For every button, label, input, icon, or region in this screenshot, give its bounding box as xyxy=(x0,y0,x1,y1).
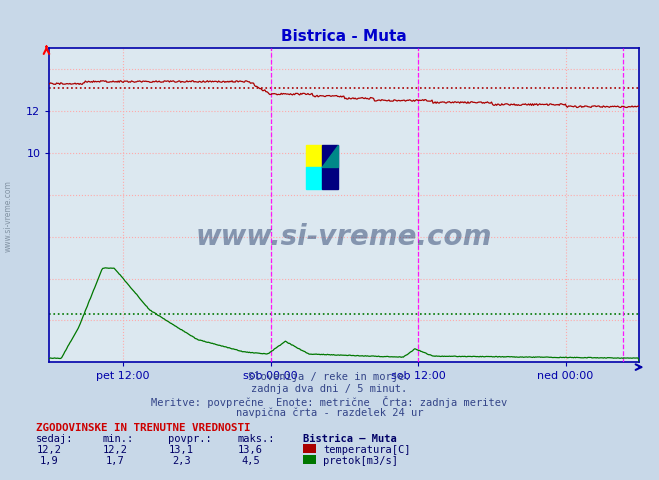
Text: 12,2: 12,2 xyxy=(103,445,128,456)
Text: navpična črta - razdelek 24 ur: navpična črta - razdelek 24 ur xyxy=(236,408,423,419)
Text: 1,7: 1,7 xyxy=(106,456,125,466)
Title: Bistrica - Muta: Bistrica - Muta xyxy=(281,29,407,44)
Bar xyxy=(306,168,322,190)
Text: temperatura[C]: temperatura[C] xyxy=(323,445,411,456)
Text: 1,9: 1,9 xyxy=(40,456,59,466)
Polygon shape xyxy=(322,145,339,168)
Text: 2,3: 2,3 xyxy=(172,456,190,466)
Text: Bistrica – Muta: Bistrica – Muta xyxy=(303,434,397,444)
Text: 4,5: 4,5 xyxy=(241,456,260,466)
Text: 13,6: 13,6 xyxy=(238,445,263,456)
Text: pretok[m3/s]: pretok[m3/s] xyxy=(323,456,398,466)
Text: ZGODOVINSKE IN TRENUTNE VREDNOSTI: ZGODOVINSKE IN TRENUTNE VREDNOSTI xyxy=(36,423,250,433)
Text: zadnja dva dni / 5 minut.: zadnja dva dni / 5 minut. xyxy=(251,384,408,394)
Text: maks.:: maks.: xyxy=(237,434,275,444)
Text: 12,2: 12,2 xyxy=(37,445,62,456)
Text: Slovenija / reke in morje.: Slovenija / reke in morje. xyxy=(248,372,411,382)
Text: Meritve: povprečne  Enote: metrične  Črta: zadnja meritev: Meritve: povprečne Enote: metrične Črta:… xyxy=(152,396,507,408)
Bar xyxy=(306,145,322,168)
Text: sedaj:: sedaj: xyxy=(36,434,74,444)
Text: www.si-vreme.com: www.si-vreme.com xyxy=(4,180,13,252)
Text: 13,1: 13,1 xyxy=(169,445,194,456)
Text: min.:: min.: xyxy=(102,434,133,444)
Text: povpr.:: povpr.: xyxy=(168,434,212,444)
Text: www.si-vreme.com: www.si-vreme.com xyxy=(196,223,492,251)
Bar xyxy=(322,145,339,190)
